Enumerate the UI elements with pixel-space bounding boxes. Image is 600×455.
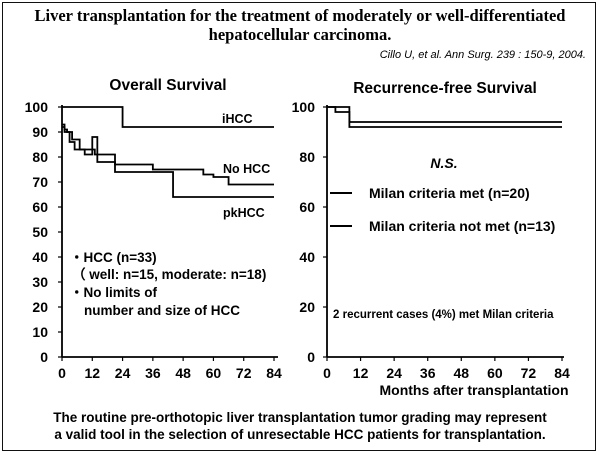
slide-title-line-2: hepatocellular carcinoma. [208,25,392,44]
left-annotation-number-size: number and size of HCC [84,303,240,318]
left-x-tick-label: 24 [115,365,131,381]
footer-line-2: a valid tool in the selection of unresec… [54,427,546,442]
left-annotation-hcc-count: ・HCC (n=33) [70,250,157,265]
right-y-tick-label: 40 [299,249,315,265]
left-series-label-pkhcc: pkHCC [223,206,265,220]
left-x-tick-label: 60 [206,365,222,381]
footer: The routine pre-orthotopic liver transpl… [0,409,600,443]
left-series-pkhcc [62,123,274,198]
left-x-tick-label: 72 [236,365,252,381]
right-y-tick-label: 60 [299,199,315,215]
right-x-tick-label: 0 [323,365,331,381]
left-annotation-no-limits: ・No limits of [70,285,158,300]
left-y-tick-label: 40 [32,249,48,265]
left-y-tick-label: 80 [32,149,48,165]
right-x-tick-label: 60 [487,365,503,381]
left-x-tick-label: 48 [175,365,191,381]
left-y-tick-label: 60 [32,199,48,215]
right-x-axis-label: Months after transplantation [379,382,568,398]
right-series-milan-met [327,106,562,123]
left-series-label-ihcc: iHCC [222,112,253,126]
right-x-tick-label: 12 [353,365,369,381]
left-annotation-grades: （ well: n=15, moderate: n=18) [72,267,266,282]
left-x-tick-label: 36 [145,365,161,381]
left-y-tick-label: 30 [32,274,48,290]
right-x-tick-label: 72 [521,365,537,381]
right-y-tick-label: 100 [292,99,316,115]
left-x-tick-label: 0 [58,365,66,381]
right-x-tick-label: 84 [554,365,570,381]
legend-label-milan-not-met: Milan criteria not met (n=13) [369,218,555,234]
left-series-label-no-hcc: No HCC [223,162,270,176]
right-y-tick-label: 0 [307,349,315,365]
citation: Cillo U, et al. Ann Surg. 239 : 150-9, 2… [379,49,586,61]
left-y-tick-label: 50 [32,224,48,240]
slide-title-line-1: Liver transplantation for the treatment … [34,6,566,25]
left-y-tick-label: 70 [32,174,48,190]
right-x-tick-label: 48 [453,365,469,381]
right-y-tick-label: 80 [299,149,315,165]
right-chart-title: Recurrence-free Survival [353,80,537,97]
left-chart-title: Overall Survival [109,77,226,94]
left-x-tick-label: 84 [266,365,282,381]
left-series-no-hcc [62,126,274,186]
left-y-tick-label: 10 [32,324,48,340]
left-series-ihcc [62,106,274,128]
slide-frame [2,2,596,451]
left-x-tick-label: 12 [84,365,100,381]
left-y-tick-label: 20 [32,299,48,315]
left-y-tick-label: 100 [25,99,49,115]
left-y-tick-label: 0 [40,349,48,365]
right-x-tick-label: 36 [420,365,436,381]
footer-line-1: The routine pre-orthotopic liver transpl… [53,410,547,425]
right-x-tick-label: 24 [386,365,402,381]
right-y-tick-label: 20 [299,299,315,315]
legend-label-milan-met: Milan criteria met (n=20) [369,185,530,201]
recurrence-note: 2 recurrent cases (4%) met Milan criteri… [333,309,554,321]
significance-label: N.S. [430,155,457,171]
right-series-milan-not-met [327,106,562,128]
left-y-tick-label: 90 [32,124,48,140]
